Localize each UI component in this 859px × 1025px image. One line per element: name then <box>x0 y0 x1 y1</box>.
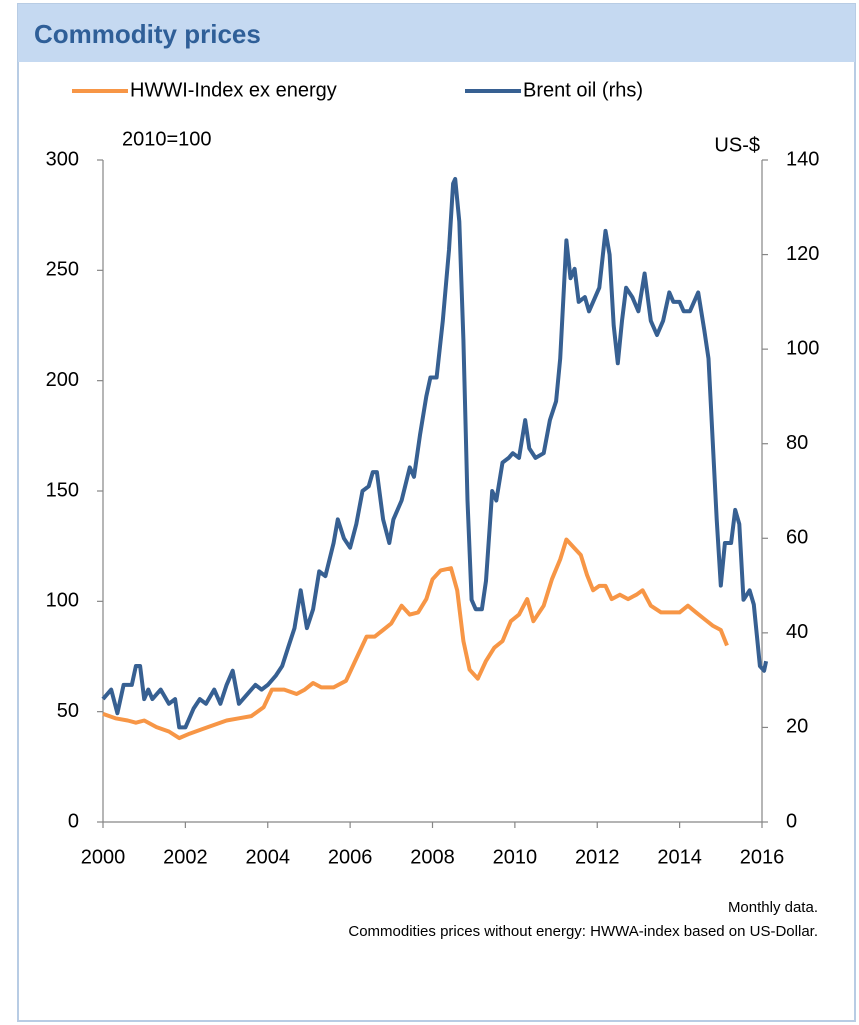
series-line <box>101 176 769 730</box>
y2-tick-label: 20 <box>786 716 808 738</box>
y-tick-label: 150 <box>46 479 79 501</box>
y-tick-label: 50 <box>57 700 79 722</box>
chart-title: Commodity prices <box>34 19 261 49</box>
x-tick-label: 2014 <box>657 846 702 868</box>
y2-tick-label: 100 <box>786 337 819 359</box>
x-tick-label: 2010 <box>493 846 538 868</box>
y2-tick-label: 60 <box>786 527 808 549</box>
y-tick-label: 100 <box>46 590 79 612</box>
y2-tick-label: 0 <box>786 810 797 832</box>
legend-label: HWWI-Index ex energy <box>130 79 337 101</box>
x-tick-label: 2004 <box>246 846 291 868</box>
y2-tick-label: 140 <box>786 148 819 170</box>
x-tick-label: 2002 <box>163 846 208 868</box>
y2-axis-label: US-$ <box>714 134 760 156</box>
header-band <box>18 4 855 62</box>
y2-tick-label: 40 <box>786 621 808 643</box>
note: Commodities prices without energy: HWWA-… <box>348 923 818 940</box>
x-tick-label: 2008 <box>410 846 455 868</box>
y2-tick-label: 80 <box>786 432 808 454</box>
frame <box>17 3 856 1022</box>
x-tick-label: 2016 <box>740 846 785 868</box>
x-tick-label: 2000 <box>81 846 126 868</box>
x-tick-label: 2012 <box>575 846 620 868</box>
y-axis-label: 2010=100 <box>122 128 212 150</box>
legend-label: Brent oil (rhs) <box>523 79 643 101</box>
y-tick-label: 0 <box>68 810 79 832</box>
x-tick-label: 2006 <box>328 846 373 868</box>
y-tick-label: 200 <box>46 369 79 391</box>
y2-tick-label: 120 <box>786 243 819 265</box>
note: Monthly data. <box>728 899 818 916</box>
y-tick-label: 300 <box>46 148 79 170</box>
y-tick-label: 250 <box>46 259 79 281</box>
series-line <box>102 537 729 741</box>
